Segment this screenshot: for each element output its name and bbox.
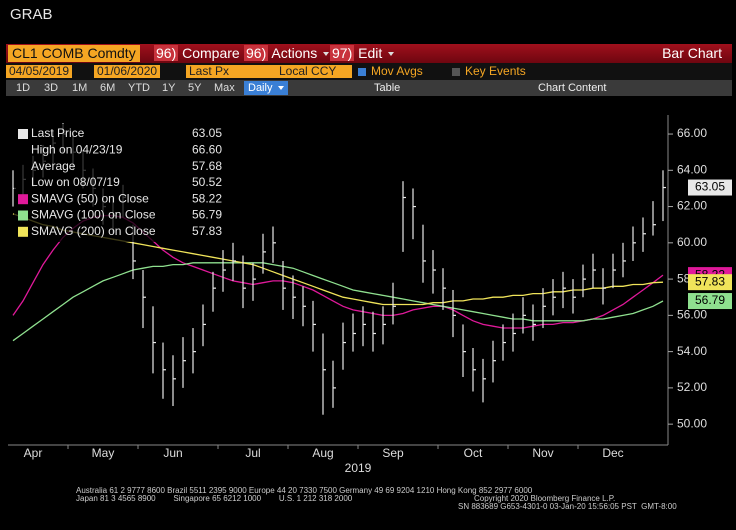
y-tick-label: 56.00 xyxy=(677,308,707,322)
menu-label: Compare xyxy=(182,45,240,61)
legend-value: 66.60 xyxy=(192,142,222,156)
legend-value: 50.52 xyxy=(192,175,222,189)
x-tick-label: Apr xyxy=(24,446,43,460)
footer-text: Australia 61 2 9777 8600 Brazil 5511 239… xyxy=(76,486,533,495)
legend-background xyxy=(14,124,228,242)
settings-bar: 04/05/2019 01/06/2020 Last Px Local CCY … xyxy=(6,63,732,80)
menu-actions[interactable]: 96) Actions xyxy=(244,45,330,62)
period[interactable]: 6M xyxy=(100,82,116,94)
period[interactable]: 1D xyxy=(16,82,31,94)
legend-value: 63.05 xyxy=(192,126,222,140)
legend-value: 57.68 xyxy=(192,159,222,173)
x-tick-label: Dec xyxy=(602,446,623,460)
legend-label: SMAVG (100) on Close xyxy=(31,208,156,222)
moving-average-line xyxy=(12,262,664,342)
period[interactable]: 1Y xyxy=(162,82,176,94)
legend: Last Price 63.05 High on 04/23/19 66.60 Aver… xyxy=(14,124,228,242)
menu-label: Edit xyxy=(358,45,383,61)
end-date[interactable]: 01/06/2020 xyxy=(94,65,161,78)
legend-swatch xyxy=(18,129,28,139)
footer-text: Copyright 2020 Bloomberg Finance L.P. xyxy=(474,494,616,503)
chart: 50.0052.0054.0056.0058.0060.0062.0064.00… xyxy=(8,115,732,475)
legend-label: SMAVG (200) on Close xyxy=(31,224,156,238)
legend-label: Average xyxy=(31,159,76,173)
field-select[interactable]: Last Px xyxy=(186,65,276,78)
period[interactable]: 5Y xyxy=(188,82,202,94)
value-tag xyxy=(688,293,732,310)
view-name: Bar Chart xyxy=(662,45,722,61)
y-tick-label: 52.00 xyxy=(677,380,707,394)
legend-label: High on 04/23/19 xyxy=(31,142,123,156)
option-label: Key Events xyxy=(465,64,526,78)
period[interactable]: Max xyxy=(214,82,235,94)
tab-chart-content[interactable]: Chart Content xyxy=(538,82,607,94)
menu-code: 96) xyxy=(154,45,179,61)
y-tick-label: 60.00 xyxy=(677,235,707,249)
value-tag-label: 63.05 xyxy=(695,180,725,194)
currency-select[interactable]: Local CCY xyxy=(276,65,352,78)
option-label: Mov Avgs xyxy=(371,64,423,78)
period[interactable]: YTD xyxy=(128,82,150,94)
legend-swatch xyxy=(18,226,28,237)
tab-table[interactable]: Table xyxy=(374,82,401,94)
menu-code: 96) xyxy=(244,45,269,61)
footer-text: Japan 81 3 4565 8900 Singapore 65 6212 1… xyxy=(76,494,353,503)
y-tick-label: 50.00 xyxy=(677,416,707,430)
period-bar: 1D 3D 1M 6M YTD 1Y 5Y Max Daily Table Ch… xyxy=(6,80,732,96)
y-tick-label: 64.00 xyxy=(677,162,707,176)
menu-label: Actions xyxy=(271,45,318,61)
option-key-events[interactable]: Key Events xyxy=(452,65,526,78)
legend-value: 58.22 xyxy=(192,191,222,205)
frequency: Daily xyxy=(248,82,273,94)
y-tick-label: 66.00 xyxy=(677,126,707,140)
x-tick-label: Jul xyxy=(245,446,260,460)
footer-text: SN 883689 G653-4301-0 03-Jan-20 15:56:05… xyxy=(458,502,677,511)
value-tag xyxy=(688,179,732,196)
option-mov-avgs[interactable]: Mov Avgs xyxy=(358,65,423,78)
x-tick-label: Nov xyxy=(532,446,553,460)
y-tick-label: 62.00 xyxy=(677,199,707,213)
legend-label: Low on 08/07/19 xyxy=(31,175,120,189)
menu-edit[interactable]: 97) Edit xyxy=(330,45,395,62)
value-tag-label: 57.83 xyxy=(695,274,725,288)
y-tick-label: 54.00 xyxy=(677,344,707,358)
x-tick-label: Oct xyxy=(464,446,483,460)
menu-compare[interactable]: 96) Compare xyxy=(154,45,252,62)
menu-code: 97) xyxy=(330,45,355,61)
x-axis-label: 2019 xyxy=(345,461,372,475)
legend-swatch xyxy=(18,210,28,221)
x-tick-label: Jun xyxy=(163,446,182,460)
legend-value: 57.83 xyxy=(192,224,222,238)
start-date[interactable]: 04/05/2019 xyxy=(6,65,73,78)
x-tick-label: Sep xyxy=(382,446,404,460)
legend-value: 56.79 xyxy=(192,208,222,222)
frequency-select[interactable]: Daily xyxy=(244,81,289,95)
x-tick-label: Aug xyxy=(312,446,333,460)
period[interactable]: 1M xyxy=(72,82,88,94)
value-tag xyxy=(688,274,732,291)
x-tick-label: May xyxy=(92,446,115,460)
value-tag-label: 56.79 xyxy=(695,293,725,307)
legend-swatch xyxy=(18,194,28,205)
legend-label: Last Price xyxy=(31,126,85,140)
command-bar: CL1 COMB Comdty 96) Compare 96) Actions … xyxy=(6,44,732,63)
window-title: GRAB xyxy=(10,6,53,23)
security-field[interactable]: CL1 COMB Comdty xyxy=(8,45,140,62)
legend-label: SMAVG (50) on Close xyxy=(31,191,149,205)
period[interactable]: 3D xyxy=(44,82,59,94)
